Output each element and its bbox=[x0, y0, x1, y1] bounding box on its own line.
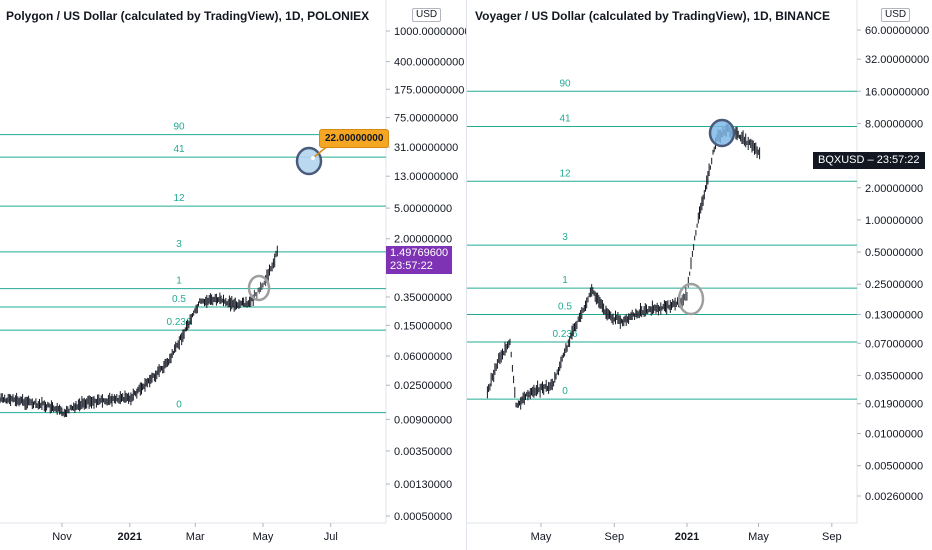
target-price-callout[interactable]: 22.00000000 bbox=[319, 129, 390, 148]
x-tick-label: 2021 bbox=[675, 531, 699, 543]
y-tick-label: 2.00000000 bbox=[865, 183, 923, 195]
y-tick-label: 2.00000000 bbox=[394, 234, 452, 246]
fib-level-label: 1 bbox=[562, 275, 568, 286]
y-tick-label: 60.00000000 bbox=[865, 25, 929, 37]
x-tick-label: 2021 bbox=[117, 531, 141, 543]
y-tick-label: 8.00000000 bbox=[865, 118, 923, 130]
y-tick-label: 32.00000000 bbox=[865, 54, 929, 66]
voyager-chart-title: Voyager / US Dollar (calculated by Tradi… bbox=[475, 9, 830, 23]
y-tick-label: 0.00350000 bbox=[394, 446, 452, 458]
price-series bbox=[0, 245, 278, 418]
fib-level-label: 0.5 bbox=[172, 294, 186, 305]
y-tick-label: 175.00000000 bbox=[394, 84, 464, 96]
price-series bbox=[486, 123, 761, 410]
polygon-chart-title: Polygon / US Dollar (calculated by Tradi… bbox=[6, 9, 370, 23]
y-tick-label: 0.06000000 bbox=[394, 351, 452, 363]
polygon-chart-svg[interactable]: 1000.00000000 400.00000000 175.00000000 75.… bbox=[0, 0, 466, 550]
polygon-chart-pane[interactable]: 1000.00000000 400.00000000 175.00000000 75.… bbox=[0, 0, 466, 550]
x-tick-label: Sep bbox=[605, 531, 625, 543]
fib-level-label: 0 bbox=[562, 386, 568, 397]
peak-circle-marker bbox=[708, 118, 736, 148]
breakout-circle-marker bbox=[247, 274, 271, 302]
y-tick-label: 0.15000000 bbox=[394, 320, 452, 332]
fib-level-label: 41 bbox=[559, 113, 571, 124]
y-tick-label: 0.00130000 bbox=[394, 479, 452, 491]
y-tick-label: 31.00000000 bbox=[394, 142, 458, 154]
fib-level-label: 0.236 bbox=[552, 329, 577, 340]
x-tick-label: Jul bbox=[324, 531, 338, 543]
fib-level-label: 90 bbox=[173, 122, 185, 133]
fib-level-label: 1 bbox=[176, 276, 182, 287]
target-circle-marker bbox=[295, 146, 323, 176]
y-tick-label: 1000.00000000 bbox=[394, 26, 466, 38]
y-tick-label: 0.00260000 bbox=[865, 491, 923, 503]
y-tick-label: 0.13000000 bbox=[865, 310, 923, 322]
callout-anchor-dot bbox=[311, 156, 315, 160]
voyager-chart-svg[interactable]: 60.0000000032.0000000016.000000008.00000… bbox=[467, 0, 932, 550]
x-tick-label: May bbox=[748, 531, 769, 543]
voyager-chart-pane[interactable]: 60.00000000 32.00000000 16.00000000 8.00000… bbox=[466, 0, 932, 550]
x-tick-label: May bbox=[253, 531, 274, 543]
y-tick-label: 0.01900000 bbox=[865, 399, 923, 411]
fib-level-label: 41 bbox=[173, 144, 185, 155]
y-tick-label: 0.35000000 bbox=[394, 292, 452, 304]
y-tick-label: 75.00000000 bbox=[394, 113, 458, 125]
y-tick-label: 0.01000000 bbox=[865, 429, 923, 441]
usd-unit-badge[interactable]: USD bbox=[412, 8, 442, 22]
fib-level-label: 12 bbox=[173, 193, 185, 204]
ticker-tag: BQXUSD – 23:57:22 bbox=[813, 152, 925, 169]
y-tick-label: 0.25000000 bbox=[865, 279, 923, 291]
usd-unit-badge-right[interactable]: USD bbox=[881, 8, 911, 22]
fib-level-label: 90 bbox=[559, 78, 571, 89]
breakout-circle-marker-right bbox=[677, 282, 705, 316]
fib-level-label: 0 bbox=[176, 400, 182, 411]
current-price-tag: 1.49769600 23:57:22 bbox=[386, 246, 453, 274]
x-tick-label: Mar bbox=[186, 531, 205, 543]
y-tick-label: 1.00000000 bbox=[865, 215, 923, 227]
y-tick-label: 13.00000000 bbox=[394, 171, 458, 183]
y-tick-label: 400.00000000 bbox=[394, 57, 464, 69]
fib-level-label: 0.236 bbox=[166, 317, 191, 328]
current-price-time: 23:57:22 bbox=[390, 260, 433, 272]
y-tick-label: 0.00050000 bbox=[394, 511, 452, 523]
y-tick-label: 0.00900000 bbox=[394, 414, 452, 426]
y-tick-label: 0.03500000 bbox=[865, 370, 923, 382]
y-tick-label: 16.00000000 bbox=[865, 86, 929, 98]
y-tick-label: 0.07000000 bbox=[865, 338, 923, 350]
y-tick-label: 5.00000000 bbox=[394, 203, 452, 215]
fib-level-label: 3 bbox=[562, 232, 568, 243]
current-price-value: 1.49769600 bbox=[390, 247, 449, 259]
fib-level-label: 0.5 bbox=[558, 302, 572, 313]
x-tick-label: May bbox=[531, 531, 552, 543]
fib-level-label: 12 bbox=[559, 168, 571, 179]
x-tick-label: Nov bbox=[52, 531, 72, 543]
fib-level-label: 3 bbox=[176, 239, 182, 250]
ticker-time: 23:57:22 bbox=[876, 154, 920, 166]
ticker-separator: – bbox=[867, 154, 877, 166]
y-tick-label: 0.02500000 bbox=[394, 380, 452, 392]
y-tick-label: 0.00500000 bbox=[865, 461, 923, 473]
ticker-symbol: BQXUSD bbox=[818, 154, 865, 166]
y-tick-label: 0.50000000 bbox=[865, 247, 923, 259]
x-tick-label: Sep bbox=[822, 531, 842, 543]
